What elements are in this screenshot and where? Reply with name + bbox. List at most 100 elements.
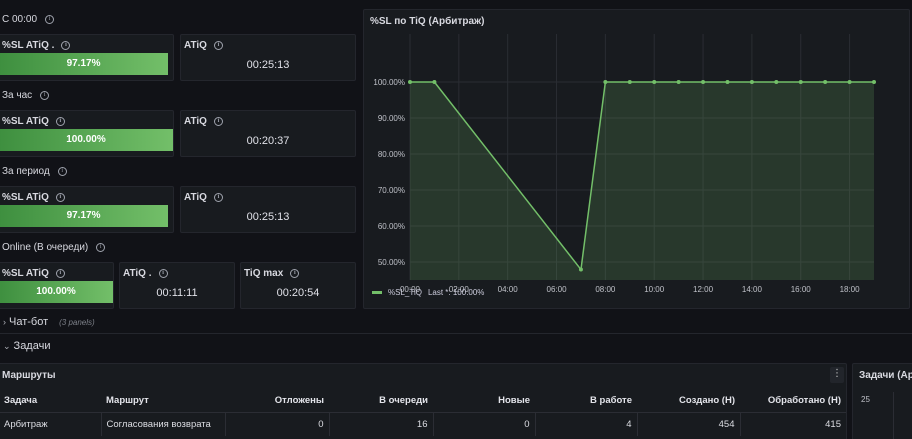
data-point: [701, 80, 706, 84]
info-icon[interactable]: i: [61, 41, 71, 50]
row-chatbot[interactable]: › Чат-бот (3 panels): [3, 316, 95, 328]
info-icon[interactable]: i: [96, 243, 106, 252]
sl-atiq-panel[interactable]: %SL ATiQ i 97.17%: [0, 186, 174, 233]
table-cell: 4: [535, 412, 638, 436]
table-cell: Согласования возврата: [101, 412, 226, 436]
data-point: [578, 267, 583, 272]
info-icon[interactable]: i: [213, 193, 223, 202]
y-tick-label: 60.00%: [378, 222, 405, 231]
data-point: [725, 80, 730, 84]
x-tick-label: 08:00: [595, 285, 616, 294]
column-header[interactable]: Маршрут: [101, 390, 225, 413]
info-icon[interactable]: i: [57, 167, 67, 176]
table-cell: Арбитраж: [0, 412, 102, 436]
x-tick-label: 02:00: [449, 285, 470, 294]
y-tick-label: 70.00%: [378, 186, 405, 195]
x-tick-label: 12:00: [693, 285, 714, 294]
y-tick-label: 50.00%: [378, 258, 405, 267]
series-area: [410, 82, 874, 280]
row-title-online: Online (В очереди) i: [2, 242, 106, 253]
atiq-panel[interactable]: ATiQ i 00:25:13: [180, 34, 356, 81]
data-point: [676, 80, 681, 84]
column-header[interactable]: Обработано (H): [740, 390, 846, 413]
atiq-panel[interactable]: ATiQ i 00:25:13: [180, 186, 356, 233]
atiq-panel[interactable]: ATiQ .i 00:11:11: [119, 262, 235, 309]
column-header[interactable]: Отложены: [225, 390, 329, 413]
graph-title: %SL по TiQ (Арбитраж): [370, 16, 485, 27]
info-icon[interactable]: i: [213, 41, 223, 50]
data-point: [798, 80, 803, 84]
tiq-max-panel[interactable]: TiQ max i 00:20:54: [240, 262, 356, 309]
table-row[interactable]: Арбитраж Согласования возврата 0 16 0 4 …: [0, 412, 846, 436]
sl-gauge-bar: 97.17%: [0, 53, 169, 75]
info-icon[interactable]: i: [55, 269, 65, 278]
data-point: [603, 80, 608, 84]
row-title-per-hour: За час i: [2, 90, 50, 101]
x-tick-label: 10:00: [644, 285, 665, 294]
info-icon[interactable]: i: [213, 117, 223, 126]
sl-tiq-chart: 100.00% 90.00% 80.00% 70.00% 60.00% 50.00% 00:…: [373, 34, 876, 294]
data-point: [749, 80, 754, 84]
column-header[interactable]: Задача: [0, 390, 101, 413]
side-y-tick: 25: [861, 395, 870, 404]
x-tick-label: 04:00: [498, 285, 519, 294]
data-point: [432, 80, 437, 84]
tasks-arbitrage-panel[interactable]: Задачи (Ар 25: [852, 363, 912, 439]
table-header-row: Задача Маршрут Отложены В очереди Новые …: [0, 390, 846, 413]
table-cell: 0: [225, 412, 330, 436]
info-icon[interactable]: i: [45, 15, 55, 24]
sl-atiq-panel[interactable]: %SL ATiQ .i 97.17%: [0, 34, 174, 81]
column-header[interactable]: В работе: [535, 390, 637, 413]
info-icon[interactable]: i: [158, 269, 168, 278]
sl-gauge-bar: 100.00%: [0, 281, 113, 303]
atiq-value: 00:25:13: [246, 211, 290, 223]
y-tick-label: 100.00%: [373, 78, 405, 87]
side-gridline: [893, 392, 894, 439]
tiq-max-value: 00:20:54: [276, 287, 320, 299]
sl-gauge-bar: 97.17%: [0, 205, 169, 227]
row-title-per-period: За период i: [2, 166, 67, 177]
table-cell: 415: [825, 418, 841, 430]
x-tick-label: 06:00: [547, 285, 568, 294]
graph-legend[interactable]: %SL_TiQ Last *: 100.00%: [372, 288, 484, 297]
x-tick-label: 18:00: [840, 285, 861, 294]
column-header[interactable]: Создано (H): [637, 390, 740, 413]
routes-table: Задача Маршрут Отложены В очереди Новые …: [0, 390, 846, 436]
legend-swatch: [372, 291, 382, 294]
atiq-value: 00:20:37: [246, 135, 290, 147]
row-divider: [0, 333, 912, 334]
data-point: [872, 80, 876, 84]
atiq-value: 00:25:13: [246, 59, 290, 71]
table-cell: 0: [433, 412, 536, 436]
data-point: [774, 80, 779, 84]
sl-tiq-graph-panel[interactable]: %SL по TiQ (Арбитраж) 100.00% 90.00% 80.00…: [363, 9, 910, 309]
side-panel-title: Задачи (Ар: [859, 370, 912, 381]
column-header[interactable]: В очереди: [329, 390, 433, 413]
table-cell: 454: [637, 412, 741, 436]
atiq-value: 00:11:11: [156, 287, 198, 299]
y-tick-label: 80.00%: [378, 150, 405, 159]
x-tick-label: 14:00: [742, 285, 763, 294]
table-cell: 16: [329, 412, 434, 436]
sl-atiq-panel[interactable]: %SL ATiQ i 100.00%: [0, 262, 114, 309]
y-tick-label: 90.00%: [378, 114, 405, 123]
column-header[interactable]: Новые: [433, 390, 535, 413]
info-icon[interactable]: i: [55, 193, 65, 202]
atiq-panel[interactable]: ATiQ i 00:20:37: [180, 110, 356, 157]
data-point: [652, 80, 657, 84]
routes-table-panel[interactable]: Маршруты ⋮ Задача Маршрут Отложены В оче…: [0, 363, 847, 439]
data-point: [847, 80, 852, 84]
row-title-since-midnight: С 00:00 i: [2, 14, 55, 25]
panel-menu-icon[interactable]: ⋮: [830, 367, 844, 383]
data-point: [408, 80, 412, 84]
chevron-down-icon: ⌄: [3, 341, 11, 351]
chevron-right-icon: ›: [3, 317, 6, 327]
row-tasks[interactable]: ⌄ Задачи: [3, 340, 51, 352]
x-tick-label: 00:00: [400, 285, 421, 294]
info-icon[interactable]: i: [40, 91, 50, 100]
table-title: Маршруты: [2, 370, 56, 381]
sl-gauge-bar: 100.00%: [0, 129, 173, 151]
info-icon[interactable]: i: [290, 269, 300, 278]
sl-atiq-panel[interactable]: %SL ATiQ i 100.00%: [0, 110, 174, 157]
info-icon[interactable]: i: [55, 117, 65, 126]
